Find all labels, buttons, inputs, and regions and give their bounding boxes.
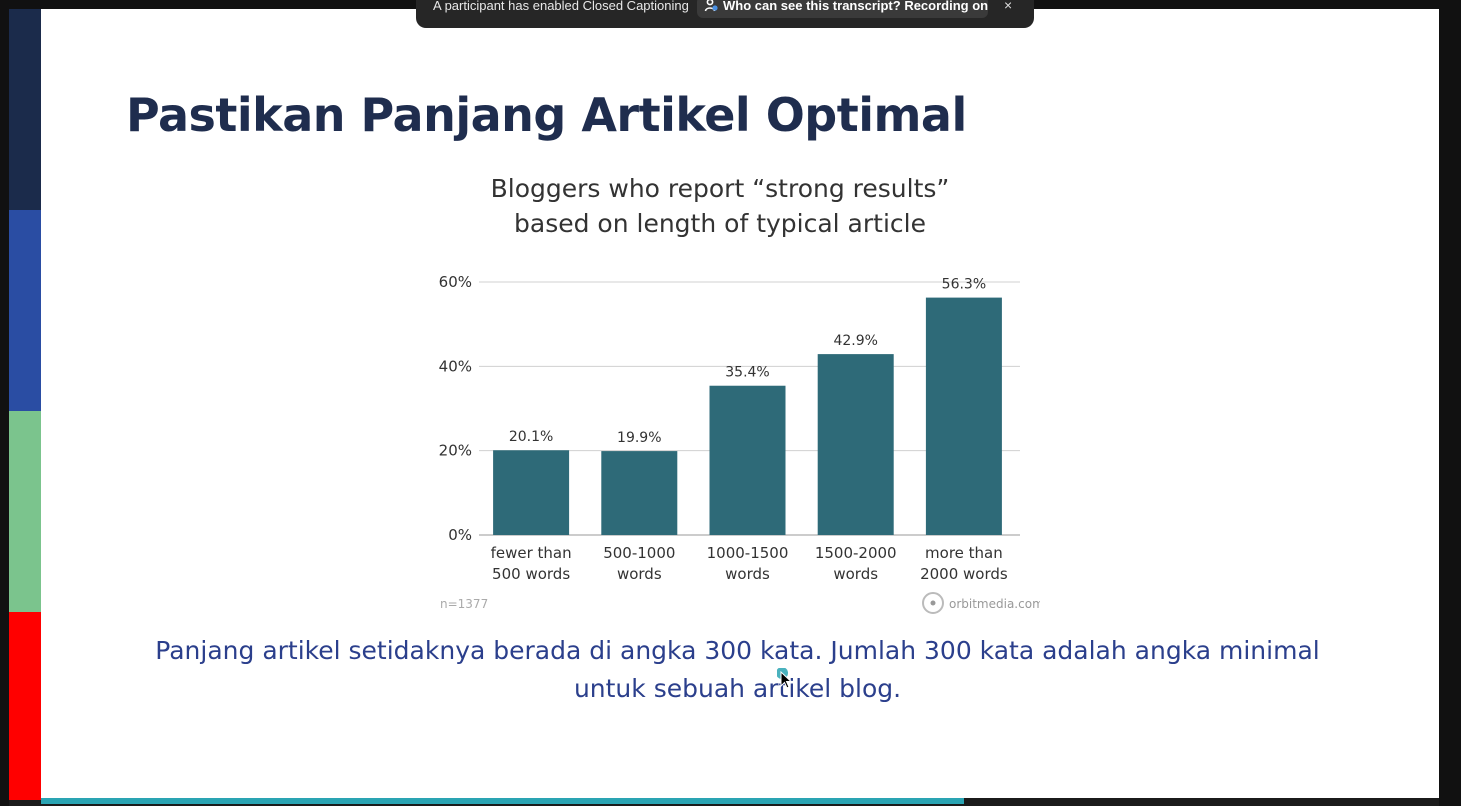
y-tick-label: 60% [439, 273, 472, 291]
slide-progress-fill [41, 798, 964, 804]
slide-stripe-blue [9, 210, 41, 411]
bar [601, 451, 678, 535]
person-info-icon [704, 0, 718, 12]
closed-caption-notice: A participant has enabled Closed Caption… [433, 0, 689, 13]
slide-stripe-green [9, 411, 41, 612]
slide-stripe-navy [9, 9, 41, 210]
slide-caption: Panjang artikel setidaknya berada di ang… [155, 636, 1320, 703]
slide-title: Pastikan Panjang Artikel Optimal [126, 88, 967, 142]
x-tick-label: more than [925, 544, 1003, 562]
presentation-slide: Pastikan Panjang Artikel Optimal Blogger… [41, 9, 1439, 800]
x-tick-label: 1000-1500 [707, 544, 789, 562]
slide-stripe-red [9, 612, 41, 800]
bar-value-label: 20.1% [509, 429, 553, 445]
bar [817, 354, 894, 535]
bar [709, 385, 786, 535]
y-tick-label: 20% [439, 442, 472, 460]
closed-caption-banner: A participant has enabled Closed Caption… [416, 0, 1034, 28]
bar [493, 450, 570, 535]
chart-title-line-1: Bloggers who report “strong results” [490, 174, 950, 203]
chart-title: Bloggers who report “strong results” bas… [420, 171, 1020, 241]
y-tick-label: 40% [439, 357, 472, 375]
bar-chart: Bloggers who report “strong results” bas… [420, 165, 1040, 625]
transcript-info-button[interactable]: Who can see this transcript? Recording o… [697, 0, 988, 18]
window-frame-left [0, 0, 9, 806]
slide-progress-track [41, 798, 1439, 806]
bar-value-label: 19.9% [617, 430, 661, 446]
x-tick-label: words [725, 565, 770, 583]
x-tick-label: fewer than [491, 544, 572, 562]
x-tick-label: words [617, 565, 662, 583]
orbitmedia-logo-dot [930, 600, 936, 606]
chart-footnote: n=1377 [440, 597, 488, 611]
y-tick-label: 0% [448, 526, 472, 544]
x-tick-label: 2000 words [920, 565, 1008, 583]
mouse-cursor-icon [776, 667, 793, 695]
x-tick-label: 1500-2000 [815, 544, 897, 562]
chart-source: orbitmedia.com [949, 597, 1040, 611]
bar-value-label: 42.9% [833, 333, 877, 349]
chart-canvas: 0% 20% 40% 60% 20.1% fewer than 500 words 19.9%… [439, 273, 1040, 614]
transcript-info-label: Who can see this transcript? Recording o… [723, 0, 989, 13]
bar-value-label: 35.4% [725, 365, 769, 381]
x-tick-label: words [833, 565, 878, 583]
orbitmedia-logo-icon [922, 592, 944, 614]
bar [925, 297, 1002, 535]
x-tick-label: 500-1000 [603, 544, 675, 562]
chart-title-line-2: based on length of typical article [514, 209, 926, 238]
x-tick-label: 500 words [492, 565, 570, 583]
window-frame-right [1439, 0, 1461, 806]
close-icon[interactable]: × [1004, 0, 1013, 13]
bar-value-label: 56.3% [942, 277, 986, 293]
